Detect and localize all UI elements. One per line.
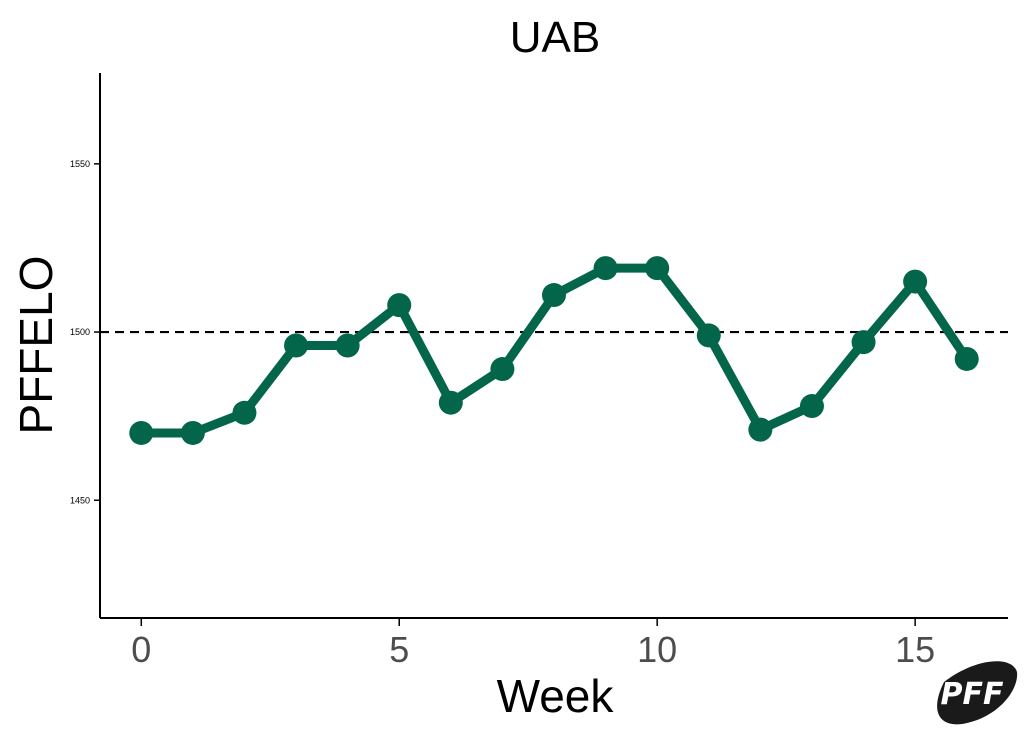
data-point	[284, 333, 309, 358]
data-point	[490, 357, 515, 382]
data-point	[180, 420, 205, 445]
data-point	[387, 293, 412, 318]
data-point	[335, 333, 360, 358]
x-tick-label: 15	[895, 629, 935, 670]
x-tick-label: 5	[389, 629, 409, 670]
data-point	[696, 323, 721, 348]
y-axis-title: PFFELO	[10, 256, 62, 435]
x-tick-label: 0	[131, 629, 151, 670]
x-axis-title: Week	[497, 670, 615, 722]
data-point	[645, 256, 670, 281]
data-point	[593, 256, 618, 281]
chart-title: UAB	[510, 13, 600, 62]
data-point	[232, 400, 257, 425]
data-point	[799, 394, 824, 419]
x-axis-ticks: 0 5 10 15	[131, 618, 935, 670]
data-point	[954, 346, 979, 371]
data-point	[438, 390, 463, 415]
data-point	[903, 269, 928, 294]
y-axis-ticks: 1450 1500 1550	[70, 159, 100, 505]
series-line-group	[129, 256, 979, 445]
pff-logo: PFF	[937, 661, 1018, 725]
data-point	[129, 420, 154, 445]
x-tick-label: 10	[637, 629, 677, 670]
y-tick-label: 1450	[70, 495, 90, 505]
data-point	[542, 283, 566, 308]
data-point	[748, 417, 773, 442]
y-tick-label: 1550	[70, 159, 90, 169]
pff-logo-text: PFF	[941, 677, 1004, 712]
data-point	[851, 330, 876, 355]
pff-logo-badge	[937, 661, 1018, 725]
y-tick-label: 1500	[70, 327, 90, 337]
